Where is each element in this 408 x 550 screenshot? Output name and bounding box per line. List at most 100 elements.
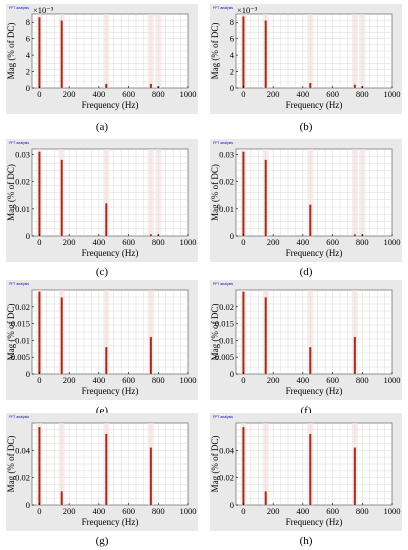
x-tick-label: 0	[241, 375, 245, 385]
x-tick-label: 600	[326, 375, 339, 385]
y-tick-label: 0	[230, 83, 234, 93]
panel-title: FFT analysis	[213, 415, 233, 419]
bar-150hz	[264, 491, 267, 505]
y-axis-label: Mag (% of DC)	[6, 436, 16, 493]
x-tick-label: 400	[92, 89, 105, 99]
subfigure-caption: (f)	[300, 405, 312, 417]
fft-panel-2: FFT analysis 0 200 400 600 800 1000 0 2 4 6 8 ×10⁻³ F…	[210, 4, 402, 114]
x-tick-label: 600	[326, 237, 339, 247]
x-tick-label: 400	[92, 506, 105, 516]
y-tick-label: 0.02	[219, 302, 234, 312]
y-tick-label: 0	[230, 231, 234, 241]
bar-450hz	[309, 347, 312, 374]
x-tick-label: 1000	[384, 237, 401, 247]
x-tick-label: 0	[37, 375, 41, 385]
fft-panel-1: FFT analysis 0 200 400 600 800 1000 0 2 4 6 8 ×10⁻³ F…	[6, 4, 198, 114]
x-tick-label: 1000	[180, 375, 197, 385]
bar-0hz	[242, 427, 245, 505]
y-tick-label: 0.01	[219, 204, 234, 214]
bar-750hz	[353, 337, 356, 374]
bar-450hz	[105, 433, 108, 505]
bar-150hz	[60, 297, 63, 374]
harmonic-band	[103, 290, 110, 374]
x-tick-label: 600	[122, 89, 135, 99]
bar-450hz	[309, 433, 312, 505]
y-tick-label: 2	[26, 67, 30, 77]
y-tick-label: 0.04	[15, 445, 31, 455]
y-tick-label: 0.01	[15, 335, 30, 345]
x-tick-label: 400	[296, 375, 309, 385]
x-tick-label: 600	[122, 506, 135, 516]
y-tick-label: 8	[230, 17, 234, 27]
chart-svg: FFT analysis 0 200 400 600 800 1000 0 0.01 0.02 0.…	[6, 141, 197, 258]
x-tick-label: 0	[37, 506, 41, 516]
harmonic-band	[155, 14, 162, 88]
x-tick-label: 400	[296, 506, 309, 516]
bar-0hz	[38, 291, 41, 374]
panel-title: FFT analysis	[9, 282, 29, 286]
bar-750hz	[149, 83, 152, 88]
bar-150hz	[264, 297, 267, 374]
y-tick-label: 0	[26, 500, 30, 510]
harmonic-band	[262, 423, 269, 505]
harmonic-band	[351, 14, 358, 88]
y-tick-label: 8	[26, 17, 30, 27]
bar-0hz	[38, 427, 41, 505]
bar-0hz	[38, 151, 41, 236]
fft-panel-8: FFT analysis 0 200 400 600 800 1000 0 0.02 0.04 Fr…	[210, 413, 402, 531]
x-tick-label: 1000	[180, 237, 197, 247]
harmonic-band	[103, 14, 110, 88]
subfigure-caption: (c)	[95, 266, 109, 278]
x-tick-label: 800	[152, 237, 165, 247]
x-axis-label: Frequency (Hz)	[286, 248, 343, 258]
bar-150hz	[264, 159, 267, 236]
bar-750hz	[149, 447, 152, 505]
y-tick-label: 0.01	[15, 204, 30, 214]
fft-panel-4: FFT analysis 0 200 400 600 800 1000 0 0.01 0.02 0.…	[210, 139, 402, 262]
harmonic-band	[307, 149, 314, 236]
panel-title: FFT analysis	[9, 415, 29, 419]
x-tick-label: 400	[296, 237, 309, 247]
x-tick-label: 1000	[384, 89, 401, 99]
bar-450hz	[309, 204, 312, 236]
x-tick-label: 600	[326, 506, 339, 516]
y-tick-label: 0.03	[15, 149, 30, 159]
x-tick-label: 200	[267, 89, 280, 99]
x-tick-label: 400	[92, 237, 105, 247]
fft-panel-5: FFT analysis 0 200 400 600 800 1000 0 0.005 0.01 0…	[6, 280, 198, 400]
x-tick-label: 0	[241, 89, 245, 99]
fft-panel-3: FFT analysis 0 200 400 600 800 1000 0 0.01 0.02 0.…	[6, 139, 198, 262]
chart-svg: FFT analysis 0 200 400 600 800 1000 0 2 4 6 8×10⁻³ F…	[210, 5, 401, 110]
x-tick-label: 800	[152, 506, 165, 516]
y-axis-label: Mag (% of DC)	[6, 164, 16, 221]
panel-title: FFT analysis	[9, 141, 29, 145]
bar-750hz	[353, 84, 356, 88]
y-tick-label: 0.02	[15, 473, 30, 483]
y-tick-label: 0.02	[219, 473, 234, 483]
y-tick-label: 0.03	[219, 149, 234, 159]
x-tick-label: 1000	[384, 506, 401, 516]
y-tick-label: 4	[230, 50, 235, 60]
y-tick-label: 0	[230, 500, 234, 510]
subfigure-caption: (a)	[95, 121, 109, 133]
x-tick-label: 400	[92, 375, 105, 385]
y-tick-label: 0.02	[15, 177, 30, 187]
y-tick-label: 0	[26, 83, 30, 93]
x-tick-label: 800	[152, 89, 165, 99]
x-axis-label: Frequency (Hz)	[82, 386, 139, 396]
bar-150hz	[60, 491, 63, 505]
harmonic-band	[351, 290, 358, 374]
x-tick-label: 1000	[180, 506, 197, 516]
x-axis-label: Frequency (Hz)	[82, 100, 139, 110]
x-tick-label: 200	[63, 237, 76, 247]
y-axis-label: Mag (% of DC)	[6, 304, 16, 361]
chart-svg: FFT analysis 0 200 400 600 800 1000 0 0.01 0.02 0.…	[210, 141, 401, 258]
x-tick-label: 200	[267, 237, 280, 247]
y-axis-label: Mag (% of DC)	[210, 164, 220, 221]
harmonic-band	[307, 290, 314, 374]
x-tick-label: 200	[63, 506, 76, 516]
harmonic-band	[58, 423, 65, 505]
x-tick-label: 800	[356, 375, 369, 385]
x-tick-label: 0	[37, 89, 41, 99]
y-tick-label: 6	[26, 34, 30, 44]
